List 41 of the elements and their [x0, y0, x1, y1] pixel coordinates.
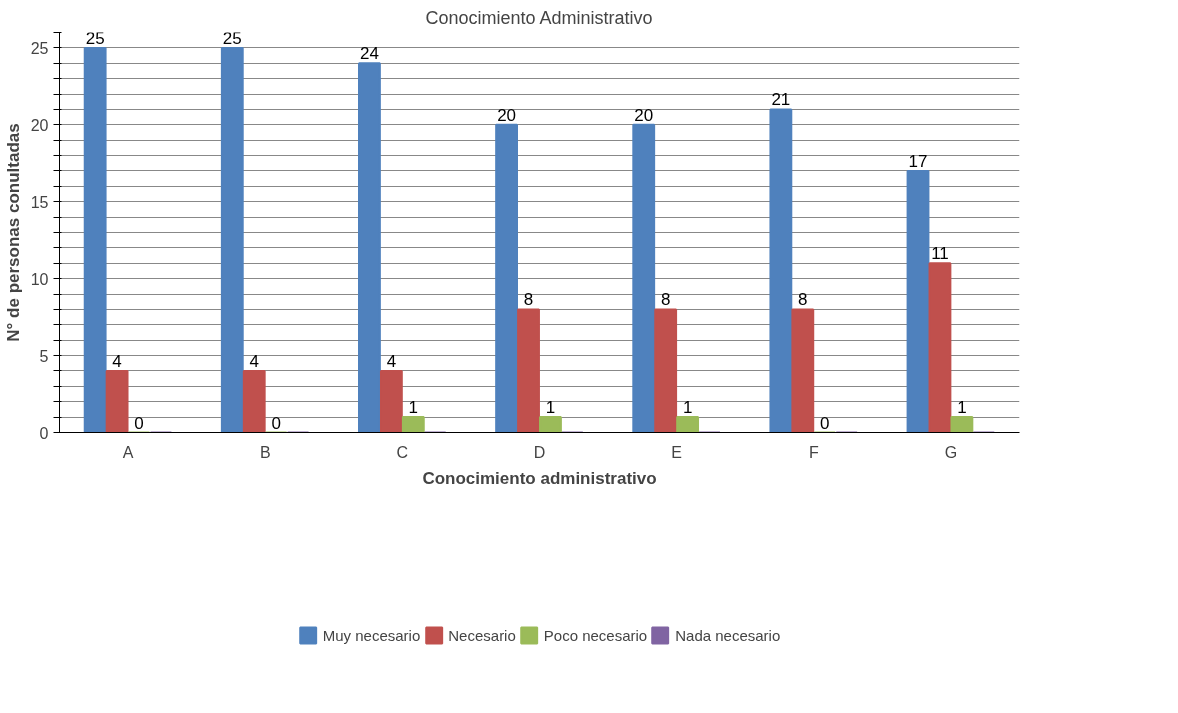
data-label: 0	[820, 413, 830, 433]
data-label: 25	[85, 28, 105, 48]
data-label: 17	[908, 151, 928, 171]
data-label: 1	[682, 398, 693, 418]
data-label: 8	[660, 290, 671, 310]
x-tick-label: G	[944, 443, 958, 461]
chart-title: Conocimiento Administrativo	[425, 7, 653, 28]
legend-label: Necesario	[448, 626, 516, 644]
y-tick-label: 25	[30, 39, 49, 57]
data-label: 8	[523, 290, 534, 310]
y-axis-title: N° de personas conultadas	[3, 123, 23, 342]
x-tick-label: F	[808, 443, 819, 461]
y-tick-label: 0	[39, 424, 49, 442]
x-axis-title: Conocimiento administrativo	[422, 468, 657, 488]
y-tick-label: 10	[30, 270, 49, 288]
data-label: 11	[931, 244, 949, 264]
y-tick-label: 15	[30, 193, 49, 211]
x-tick-label: C	[396, 443, 409, 461]
y-tick-label: 5	[39, 347, 49, 365]
data-label: 0	[271, 413, 281, 433]
legend-label: Nada necesario	[675, 626, 781, 644]
x-tick-label: A	[122, 443, 134, 461]
data-label: 4	[386, 351, 397, 371]
data-label: 21	[771, 90, 791, 110]
legend-label: Poco necesario	[543, 626, 648, 644]
data-label: 25	[222, 28, 242, 48]
data-label: 1	[957, 398, 967, 418]
legend-label: Muy necesario	[322, 626, 421, 644]
data-label: 20	[497, 105, 517, 125]
data-label: 4	[112, 351, 122, 371]
data-label: 0	[134, 413, 144, 433]
x-tick-label: E	[671, 443, 682, 461]
x-tick-label: B	[259, 443, 271, 461]
data-label: 1	[408, 398, 419, 418]
data-label: 8	[798, 290, 808, 310]
data-label: 1	[545, 398, 556, 418]
y-tick-label: 20	[30, 116, 49, 134]
x-tick-label: D	[533, 443, 546, 461]
data-label: 4	[249, 351, 259, 371]
data-label: 24	[359, 44, 379, 64]
data-label: 20	[634, 105, 654, 125]
